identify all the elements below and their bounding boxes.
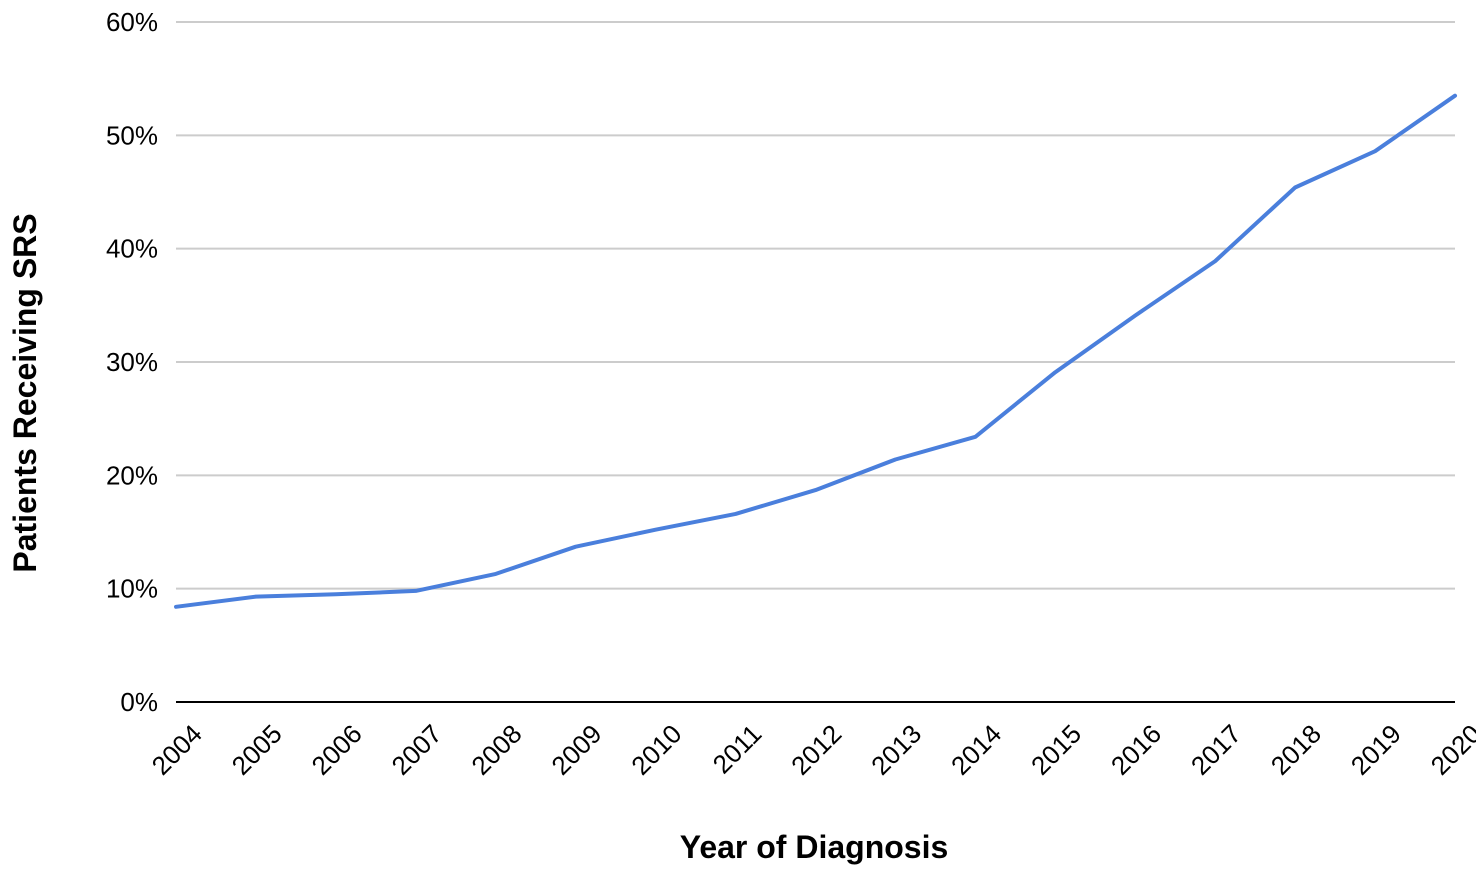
series xyxy=(174,93,1457,609)
gridlines xyxy=(176,21,1455,590)
x-axis-title: Year of Diagnosis xyxy=(680,829,949,865)
y-tick-label: 40% xyxy=(106,234,158,264)
x-tick-label: 2005 xyxy=(226,719,288,781)
x-tick-label: 2014 xyxy=(945,719,1007,781)
x-tick-label: 2016 xyxy=(1105,719,1167,781)
x-tick-label: 2019 xyxy=(1345,719,1407,781)
x-tick-label: 2012 xyxy=(785,719,847,781)
x-tick-label: 2015 xyxy=(1025,719,1087,781)
x-tick-label: 2004 xyxy=(146,719,208,781)
x-tick-label: 2018 xyxy=(1265,719,1327,781)
x-tick-label: 2013 xyxy=(865,719,927,781)
x-axis-tick-labels: 2004 2005 2006 2007 2008 2009 2010 2011 2012 2013… xyxy=(146,719,1476,781)
x-tick-label: 2017 xyxy=(1185,719,1247,781)
y-tick-label: 30% xyxy=(106,347,158,377)
x-tick-label: 2008 xyxy=(465,719,527,781)
y-tick-label: 20% xyxy=(106,460,158,490)
y-tick-label: 10% xyxy=(106,574,158,604)
y-tick-label: 60% xyxy=(106,7,158,37)
y-axis-tick-labels: 0% 10% 20% 30% 40% 50% 60% xyxy=(106,7,158,717)
x-tick-label: 2010 xyxy=(625,719,687,781)
x-tick-label: 2020 xyxy=(1425,719,1476,781)
series-line xyxy=(174,93,1457,609)
x-tick-label: 2011 xyxy=(707,719,768,780)
y-axis-title: Patients Receiving SRS xyxy=(7,213,43,572)
x-tick-label: 2007 xyxy=(386,719,448,781)
x-tick-label: 2006 xyxy=(306,719,368,781)
x-tick-label: 2009 xyxy=(545,719,607,781)
y-tick-label: 50% xyxy=(106,120,158,150)
y-tick-label: 0% xyxy=(120,687,158,717)
